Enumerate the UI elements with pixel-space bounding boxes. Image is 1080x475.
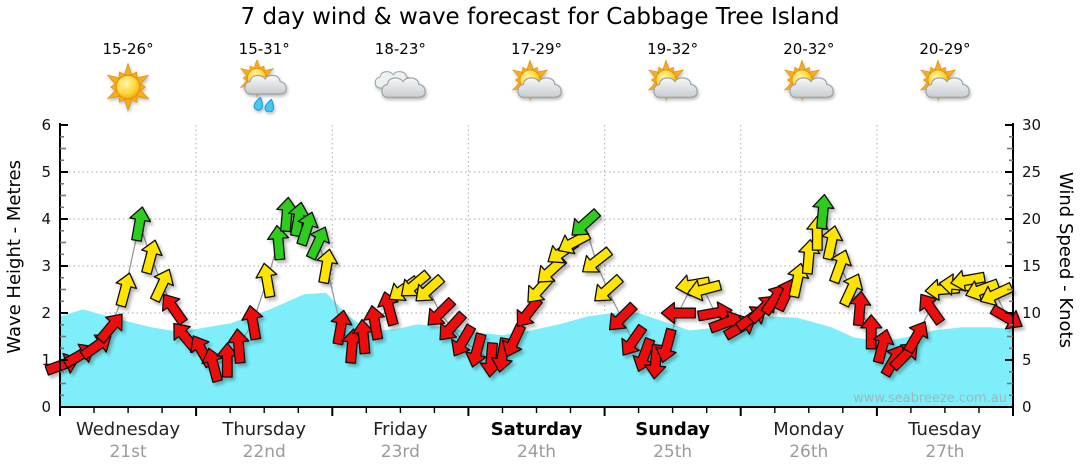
wind-arrow — [161, 293, 188, 326]
left-axis-tick: 5 — [41, 163, 51, 181]
wind-arrow — [427, 296, 457, 326]
right-axis-tick: 20 — [1022, 210, 1041, 228]
temperature-range: 17-29° — [510, 40, 563, 58]
wind-arrow — [296, 211, 319, 247]
temperature-range: 15-26° — [102, 40, 154, 58]
wind-arrow — [439, 310, 467, 341]
wind-arrow — [363, 305, 386, 341]
wind-arrow — [571, 208, 602, 236]
day-date: 22nd — [242, 442, 286, 462]
wind-arrows — [44, 193, 1023, 384]
wind-arrow — [860, 314, 883, 350]
right-axis-tick: 5 — [1022, 351, 1032, 369]
wind-arrow — [829, 249, 852, 285]
right-axis-tick: 30 — [1022, 116, 1041, 134]
wind-arrow — [316, 248, 339, 285]
sun-cloud-icon — [754, 59, 864, 112]
temperature-range: 19-32° — [647, 40, 699, 58]
watermark: www.seabreeze.com.au — [853, 391, 1007, 406]
right-axis-tick: 15 — [1022, 257, 1041, 275]
wind-arrow — [201, 347, 223, 384]
wind-arrow — [979, 282, 1015, 307]
left-axis-tick: 4 — [41, 210, 51, 228]
wind-arrow — [255, 262, 278, 299]
right-axis-title: Wind Speed - Knots — [1055, 172, 1076, 348]
wind-arrow — [849, 290, 872, 327]
day-name: Wednesday — [75, 419, 181, 440]
left-axis-tick: 6 — [41, 116, 51, 134]
temperature-range: 18-23° — [374, 40, 426, 58]
left-axis-tick: 0 — [41, 398, 51, 416]
wind-arrow — [950, 269, 986, 292]
left-axis-tick: 2 — [41, 304, 51, 322]
page-title: 7 day wind & wave forecast for Cabbage T… — [240, 4, 840, 30]
left-axis-tick: 3 — [41, 257, 51, 275]
wind-arrow — [655, 327, 677, 363]
wind-arrow — [812, 193, 835, 230]
day-name: Friday — [373, 419, 428, 440]
wind-arrow — [582, 246, 614, 273]
wind-arrow — [115, 272, 138, 308]
wind-arrow — [129, 206, 152, 242]
sun-icon — [73, 60, 183, 112]
wind-arrow — [227, 328, 250, 364]
day-name: Monday — [773, 419, 845, 440]
day-date: 21st — [109, 442, 147, 462]
wind-arrow — [377, 291, 399, 327]
wave-height-area — [60, 291, 1013, 407]
sun-cloud-icon — [890, 59, 1000, 112]
wind-arrow — [305, 226, 330, 261]
wind-arrow — [415, 273, 446, 302]
wind-arrow — [989, 304, 1023, 330]
day-name: Sunday — [635, 419, 711, 440]
right-axis-tick: 25 — [1022, 163, 1041, 181]
cloud-icon — [345, 60, 455, 112]
wind-arrow — [660, 301, 696, 325]
wind-arrow — [919, 293, 946, 326]
wind-arrow — [266, 224, 290, 261]
day-date: 27th — [925, 442, 965, 462]
temperature-range: 15-31° — [238, 40, 290, 58]
wind-arrow — [95, 313, 123, 344]
day-date: 24th — [516, 442, 557, 462]
wind-arrow — [821, 225, 844, 261]
day-name: Tuesday — [908, 419, 982, 440]
wind-arrow — [686, 279, 723, 302]
left-axis-tick: 1 — [41, 351, 51, 369]
temperature-range: 20-29° — [919, 40, 971, 58]
wind-arrow — [465, 332, 487, 368]
wind-arrow — [241, 305, 264, 341]
wind-arrow — [839, 273, 864, 308]
wind-arrow — [149, 268, 174, 303]
day-date: 26th — [789, 442, 829, 462]
sun-cloud-rain-icon — [209, 58, 319, 113]
wind-arrow — [330, 309, 353, 346]
temperature-range: 20-32° — [783, 40, 835, 58]
wind-arrow — [594, 273, 624, 302]
wind-arrow — [903, 321, 929, 355]
sun-cloud-icon — [482, 59, 592, 112]
wind-arrow — [621, 323, 648, 356]
day-name: Thursday — [222, 419, 307, 440]
day-date: 23rd — [380, 442, 420, 462]
right-axis-tick: 0 — [1022, 398, 1032, 416]
wind-arrow — [451, 323, 477, 357]
day-date: 25th — [653, 442, 693, 462]
wind-arrow — [872, 328, 895, 365]
right-axis-tick: 10 — [1022, 304, 1041, 322]
day-name: Saturday — [490, 419, 583, 440]
wind-arrow — [608, 301, 638, 331]
wave-height-edge — [59, 290, 1014, 342]
wind-arrow — [141, 239, 163, 275]
sun-cloud-icon — [618, 59, 728, 112]
